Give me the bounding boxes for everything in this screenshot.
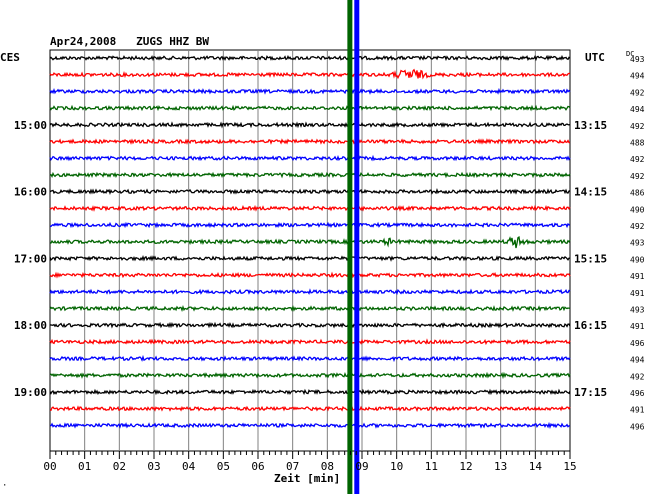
corner-mark: · — [2, 481, 7, 491]
dc-value: 496 — [630, 389, 645, 398]
x-tick-label: 11 — [425, 460, 438, 473]
dc-value: 491 — [630, 289, 645, 298]
right-hour-label: 17:15 — [574, 386, 607, 399]
x-tick-label: 15 — [563, 460, 576, 473]
x-tick-label: 05 — [217, 460, 230, 473]
x-tick-label: 10 — [390, 460, 403, 473]
x-tick-label: 01 — [78, 460, 91, 473]
dc-value: 492 — [630, 372, 645, 381]
x-tick-label: 14 — [529, 460, 543, 473]
dc-value: 496 — [630, 422, 645, 431]
dc-value: 493 — [630, 239, 645, 248]
left-hour-label: 18:00 — [14, 319, 47, 332]
dc-value: 492 — [630, 155, 645, 164]
right-hour-label: 15:15 — [574, 252, 607, 265]
dc-value: 491 — [630, 406, 645, 415]
dc-value: 494 — [630, 356, 645, 365]
right-axis-label: UTC — [585, 51, 605, 64]
x-tick-label: 03 — [147, 460, 160, 473]
seismic-trace — [49, 288, 571, 296]
x-tick-label: 00 — [43, 460, 56, 473]
marker-group — [347, 0, 360, 494]
dc-label: DC — [626, 50, 634, 58]
x-axis-label: Zeit [min] — [274, 472, 340, 485]
dc-value: 490 — [630, 255, 645, 264]
x-tick-label: 07 — [286, 460, 299, 473]
seismic-trace — [49, 338, 571, 346]
seismic-trace — [49, 354, 571, 363]
dc-value: 486 — [630, 189, 645, 198]
seismic-trace — [49, 271, 571, 279]
seismic-trace — [49, 204, 571, 212]
seismic-trace — [49, 171, 571, 179]
left-axis-label: CES — [0, 51, 20, 64]
seismic-trace — [50, 221, 571, 229]
seismic-trace — [49, 188, 571, 196]
hour-labels: 15:00 16:00 17:00 18:00 19:00 13:15 14:15 15:15… — [14, 55, 645, 431]
seismic-trace — [49, 321, 571, 329]
dc-value: 488 — [630, 139, 645, 148]
time-axis: 00 01 02 03 04 05 06 07 08 09 10 11 12 13 14 15 — [43, 451, 577, 473]
seismic-trace — [49, 121, 571, 129]
x-tick-label: 09 — [355, 460, 368, 473]
right-hour-label: 13:15 — [574, 119, 607, 132]
right-hour-label: 16:15 — [574, 319, 607, 332]
dc-value: 492 — [630, 222, 645, 231]
dc-value: 492 — [630, 122, 645, 131]
seismic-trace — [49, 236, 571, 249]
chart-title: Apr24,2008 ZUGS HHZ BW — [50, 35, 209, 48]
seismic-trace — [49, 254, 570, 262]
left-hour-label: 19:00 — [14, 386, 47, 399]
x-tick-label: 13 — [494, 460, 507, 473]
left-hour-label: 16:00 — [14, 186, 47, 199]
seismic-trace — [49, 154, 571, 162]
seismic-trace — [49, 371, 571, 380]
seismic-trace — [49, 68, 570, 80]
x-tick-label: 04 — [182, 460, 196, 473]
seismic-trace — [49, 421, 571, 430]
seismic-trace — [49, 138, 571, 145]
seismic-trace — [49, 54, 571, 62]
x-tick-label: 02 — [113, 460, 126, 473]
seismic-trace — [49, 87, 571, 95]
seismic-trace — [49, 388, 571, 396]
dc-value: 492 — [630, 88, 645, 97]
dc-value: 493 — [630, 306, 645, 315]
trace-group — [49, 54, 571, 430]
seismic-trace — [49, 104, 571, 112]
left-hour-label: 17:00 — [14, 252, 47, 265]
x-tick-label: 06 — [251, 460, 264, 473]
dc-value: 490 — [630, 205, 645, 214]
left-hour-label: 15:00 — [14, 119, 47, 132]
right-hour-label: 14:15 — [574, 186, 607, 199]
x-tick-label: 12 — [459, 460, 472, 473]
seismic-trace — [49, 304, 571, 313]
dc-value: 493 — [630, 55, 645, 64]
dc-value: 492 — [630, 172, 645, 181]
seismic-trace — [49, 405, 571, 413]
x-tick-label: 08 — [321, 460, 334, 473]
dc-value: 491 — [630, 272, 645, 281]
dc-value: 496 — [630, 339, 645, 348]
dc-value: 494 — [630, 72, 645, 81]
plot-grid — [49, 49, 571, 452]
dc-value: 491 — [630, 322, 645, 331]
dc-value: 494 — [630, 105, 645, 114]
